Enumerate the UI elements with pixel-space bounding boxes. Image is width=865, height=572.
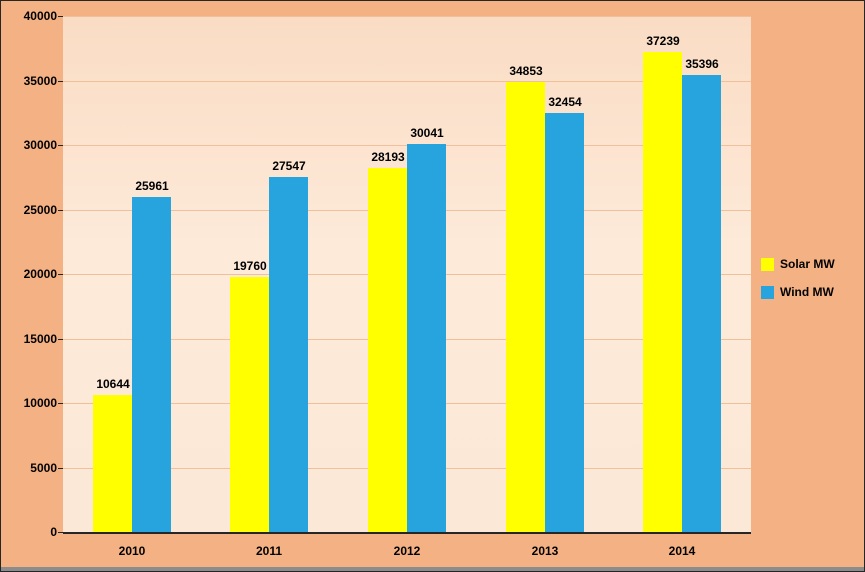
legend-label-wind-mw: Wind MW: [780, 285, 834, 299]
y-tick-label-20000: 20000: [23, 267, 57, 281]
data-label-wind-mw-2013: 32454: [548, 95, 582, 109]
legend-item-wind-mw: Wind MW: [761, 285, 835, 299]
data-label-solar-mw-2011: 19760: [233, 259, 267, 273]
legend-swatch-wind-mw: [761, 285, 774, 299]
y-tick-mark-20000: [58, 274, 63, 275]
legend-swatch-solar-mw: [761, 257, 774, 271]
y-tick-label-15000: 15000: [23, 332, 57, 346]
x-tick-label-2012: 2012: [393, 544, 421, 558]
y-tick-label-40000: 40000: [23, 9, 57, 23]
y-tick-mark-30000: [58, 145, 63, 146]
y-tick-label-35000: 35000: [23, 74, 57, 88]
y-tick-mark-25000: [58, 210, 63, 211]
y-tick-label-30000: 30000: [23, 138, 57, 152]
legend: Solar MW Wind MW: [761, 257, 835, 313]
window-edge: [1, 567, 864, 571]
bar-solar-mw-2010: [93, 395, 132, 532]
x-tick-label-2011: 2011: [255, 544, 283, 558]
y-tick-label-5000: 5000: [30, 461, 57, 475]
bar-wind-mw-2014: [682, 75, 721, 532]
data-label-wind-mw-2014: 35396: [685, 57, 719, 71]
gridline-35000: [63, 81, 751, 82]
bar-wind-mw-2011: [269, 177, 308, 532]
bar-wind-mw-2012: [407, 144, 446, 532]
y-tick-label-10000: 10000: [23, 396, 57, 410]
legend-item-solar-mw: Solar MW: [761, 257, 835, 271]
y-tick-label-0: 0: [50, 525, 57, 539]
bar-wind-mw-2013: [545, 113, 584, 532]
data-label-wind-mw-2010: 25961: [135, 179, 169, 193]
y-tick-mark-10000: [58, 403, 63, 404]
y-tick-mark-35000: [58, 81, 63, 82]
x-tick-label-2014: 2014: [668, 544, 696, 558]
data-label-solar-mw-2010: 10644: [96, 377, 130, 391]
bar-solar-mw-2014: [643, 52, 682, 532]
data-label-solar-mw-2013: 34853: [509, 64, 543, 78]
data-label-solar-mw-2014: 37239: [646, 34, 680, 48]
data-label-solar-mw-2012: 28193: [371, 150, 405, 164]
y-tick-mark-0: [58, 532, 63, 533]
data-label-wind-mw-2011: 27547: [272, 159, 306, 173]
y-tick-mark-15000: [58, 339, 63, 340]
data-label-wind-mw-2012: 30041: [410, 126, 444, 140]
bar-solar-mw-2012: [368, 168, 407, 532]
legend-label-solar-mw: Solar MW: [780, 257, 835, 271]
y-tick-mark-40000: [58, 16, 63, 17]
bar-solar-mw-2011: [230, 277, 269, 532]
bar-wind-mw-2010: [132, 197, 171, 532]
y-tick-mark-5000: [58, 468, 63, 469]
x-tick-label-2010: 2010: [118, 544, 146, 558]
gridline-40000: [63, 16, 751, 17]
y-tick-label-25000: 25000: [23, 203, 57, 217]
bar-solar-mw-2013: [506, 82, 545, 532]
x-tick-label-2013: 2013: [531, 544, 559, 558]
